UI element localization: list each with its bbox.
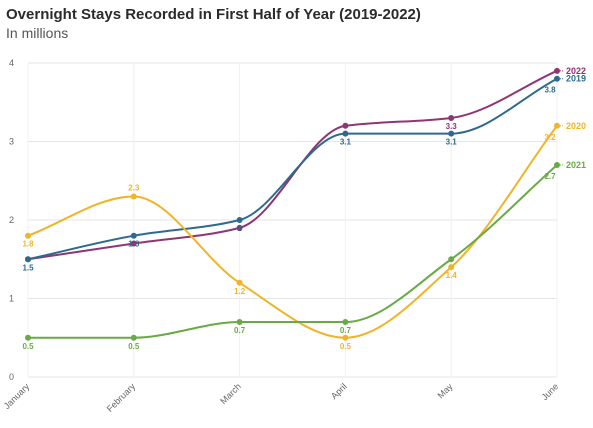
series-line-2020 xyxy=(27,124,558,339)
data-point-2022-may xyxy=(448,114,455,121)
data-label-2021-january: 0.5 xyxy=(22,342,34,351)
chart-subtitle: In millions xyxy=(6,25,69,41)
data-point-2020-june xyxy=(554,122,560,129)
data-label-2019-may: 3.1 xyxy=(446,138,458,147)
series-line-2019 xyxy=(27,77,558,261)
data-point-2021-may xyxy=(448,256,455,263)
data-label-2020-march: 1.2 xyxy=(234,287,246,296)
data-point-2019-february xyxy=(130,232,137,239)
x-tick-label-march: March xyxy=(218,381,243,406)
data-point-2019-march xyxy=(236,217,243,223)
y-tick-label-4: 4 xyxy=(9,58,14,68)
data-label-2020-may: 1.4 xyxy=(446,271,458,280)
data-label-2020-february: 2.3 xyxy=(128,183,140,192)
data-label-2019-march: 2 xyxy=(237,224,242,233)
point-layer xyxy=(25,67,560,341)
line-layer xyxy=(27,69,558,339)
data-point-2020-may xyxy=(448,264,455,271)
x-tick-label-may: May xyxy=(436,381,455,400)
data-label-2019-february: 1.8 xyxy=(128,240,140,249)
x-tick-label-april: April xyxy=(329,381,349,401)
data-label-2019-january: 1.5 xyxy=(22,263,34,272)
data-point-2022-june xyxy=(554,67,560,74)
data-point-2019-june xyxy=(554,75,560,82)
data-point-2021-february xyxy=(130,334,137,341)
data-label-2021-april: 0.7 xyxy=(340,326,352,335)
y-tick-label-1: 1 xyxy=(9,294,14,304)
series-line-2021 xyxy=(27,164,558,339)
y-tick-label-3: 3 xyxy=(9,137,14,147)
data-point-2021-april xyxy=(342,319,349,326)
x-tick-label-january: January xyxy=(2,381,32,411)
data-label-2021-february: 0.5 xyxy=(128,342,140,351)
data-point-2022-february xyxy=(130,240,137,247)
data-label-2020-april: 0.5 xyxy=(340,342,352,351)
data-label-2019-april: 3.1 xyxy=(340,138,352,147)
series-label-2021: 2021 xyxy=(566,160,586,170)
data-label-2020-january: 1.8 xyxy=(22,240,34,249)
series-label-2019: 2019 xyxy=(566,74,586,84)
data-point-2019-may xyxy=(448,130,455,137)
data-point-2022-march xyxy=(236,224,243,231)
y-tick-label-2: 2 xyxy=(9,215,14,225)
chart-title: Overnight Stays Recorded in First Half o… xyxy=(6,6,421,23)
x-tick-label-june: June xyxy=(540,381,561,402)
data-label-2021-june: 2.7 xyxy=(544,172,556,181)
data-point-2020-january xyxy=(25,232,31,239)
series-label-2022: 2022 xyxy=(566,66,586,76)
data-label-2020-june: 3.2 xyxy=(544,133,556,142)
data-point-2020-march xyxy=(236,279,243,286)
data-point-2021-january xyxy=(25,334,31,341)
series-line-2022 xyxy=(27,69,558,261)
data-label-2022-may: 3.3 xyxy=(446,122,458,131)
y-tick-label-0: 0 xyxy=(9,372,14,382)
data-point-2020-april xyxy=(342,334,349,341)
data-point-2021-march xyxy=(236,319,243,326)
data-label-2021-march: 0.7 xyxy=(234,326,246,335)
x-tick-label-february: February xyxy=(105,381,138,414)
data-label-2019-june: 3.8 xyxy=(544,86,556,95)
data-point-2022-april xyxy=(342,122,349,129)
label-layer: 3.3 2022 1.5 1.8 2 3.1 3.1 3.8 2019 1.8 2.3 1.2 0.5 1… xyxy=(22,66,586,351)
data-point-2019-april xyxy=(342,130,349,137)
data-point-2021-june xyxy=(554,162,560,169)
series-label-2020: 2020 xyxy=(566,121,586,131)
data-point-2020-february xyxy=(130,193,137,200)
data-point-2019-january xyxy=(25,256,31,263)
